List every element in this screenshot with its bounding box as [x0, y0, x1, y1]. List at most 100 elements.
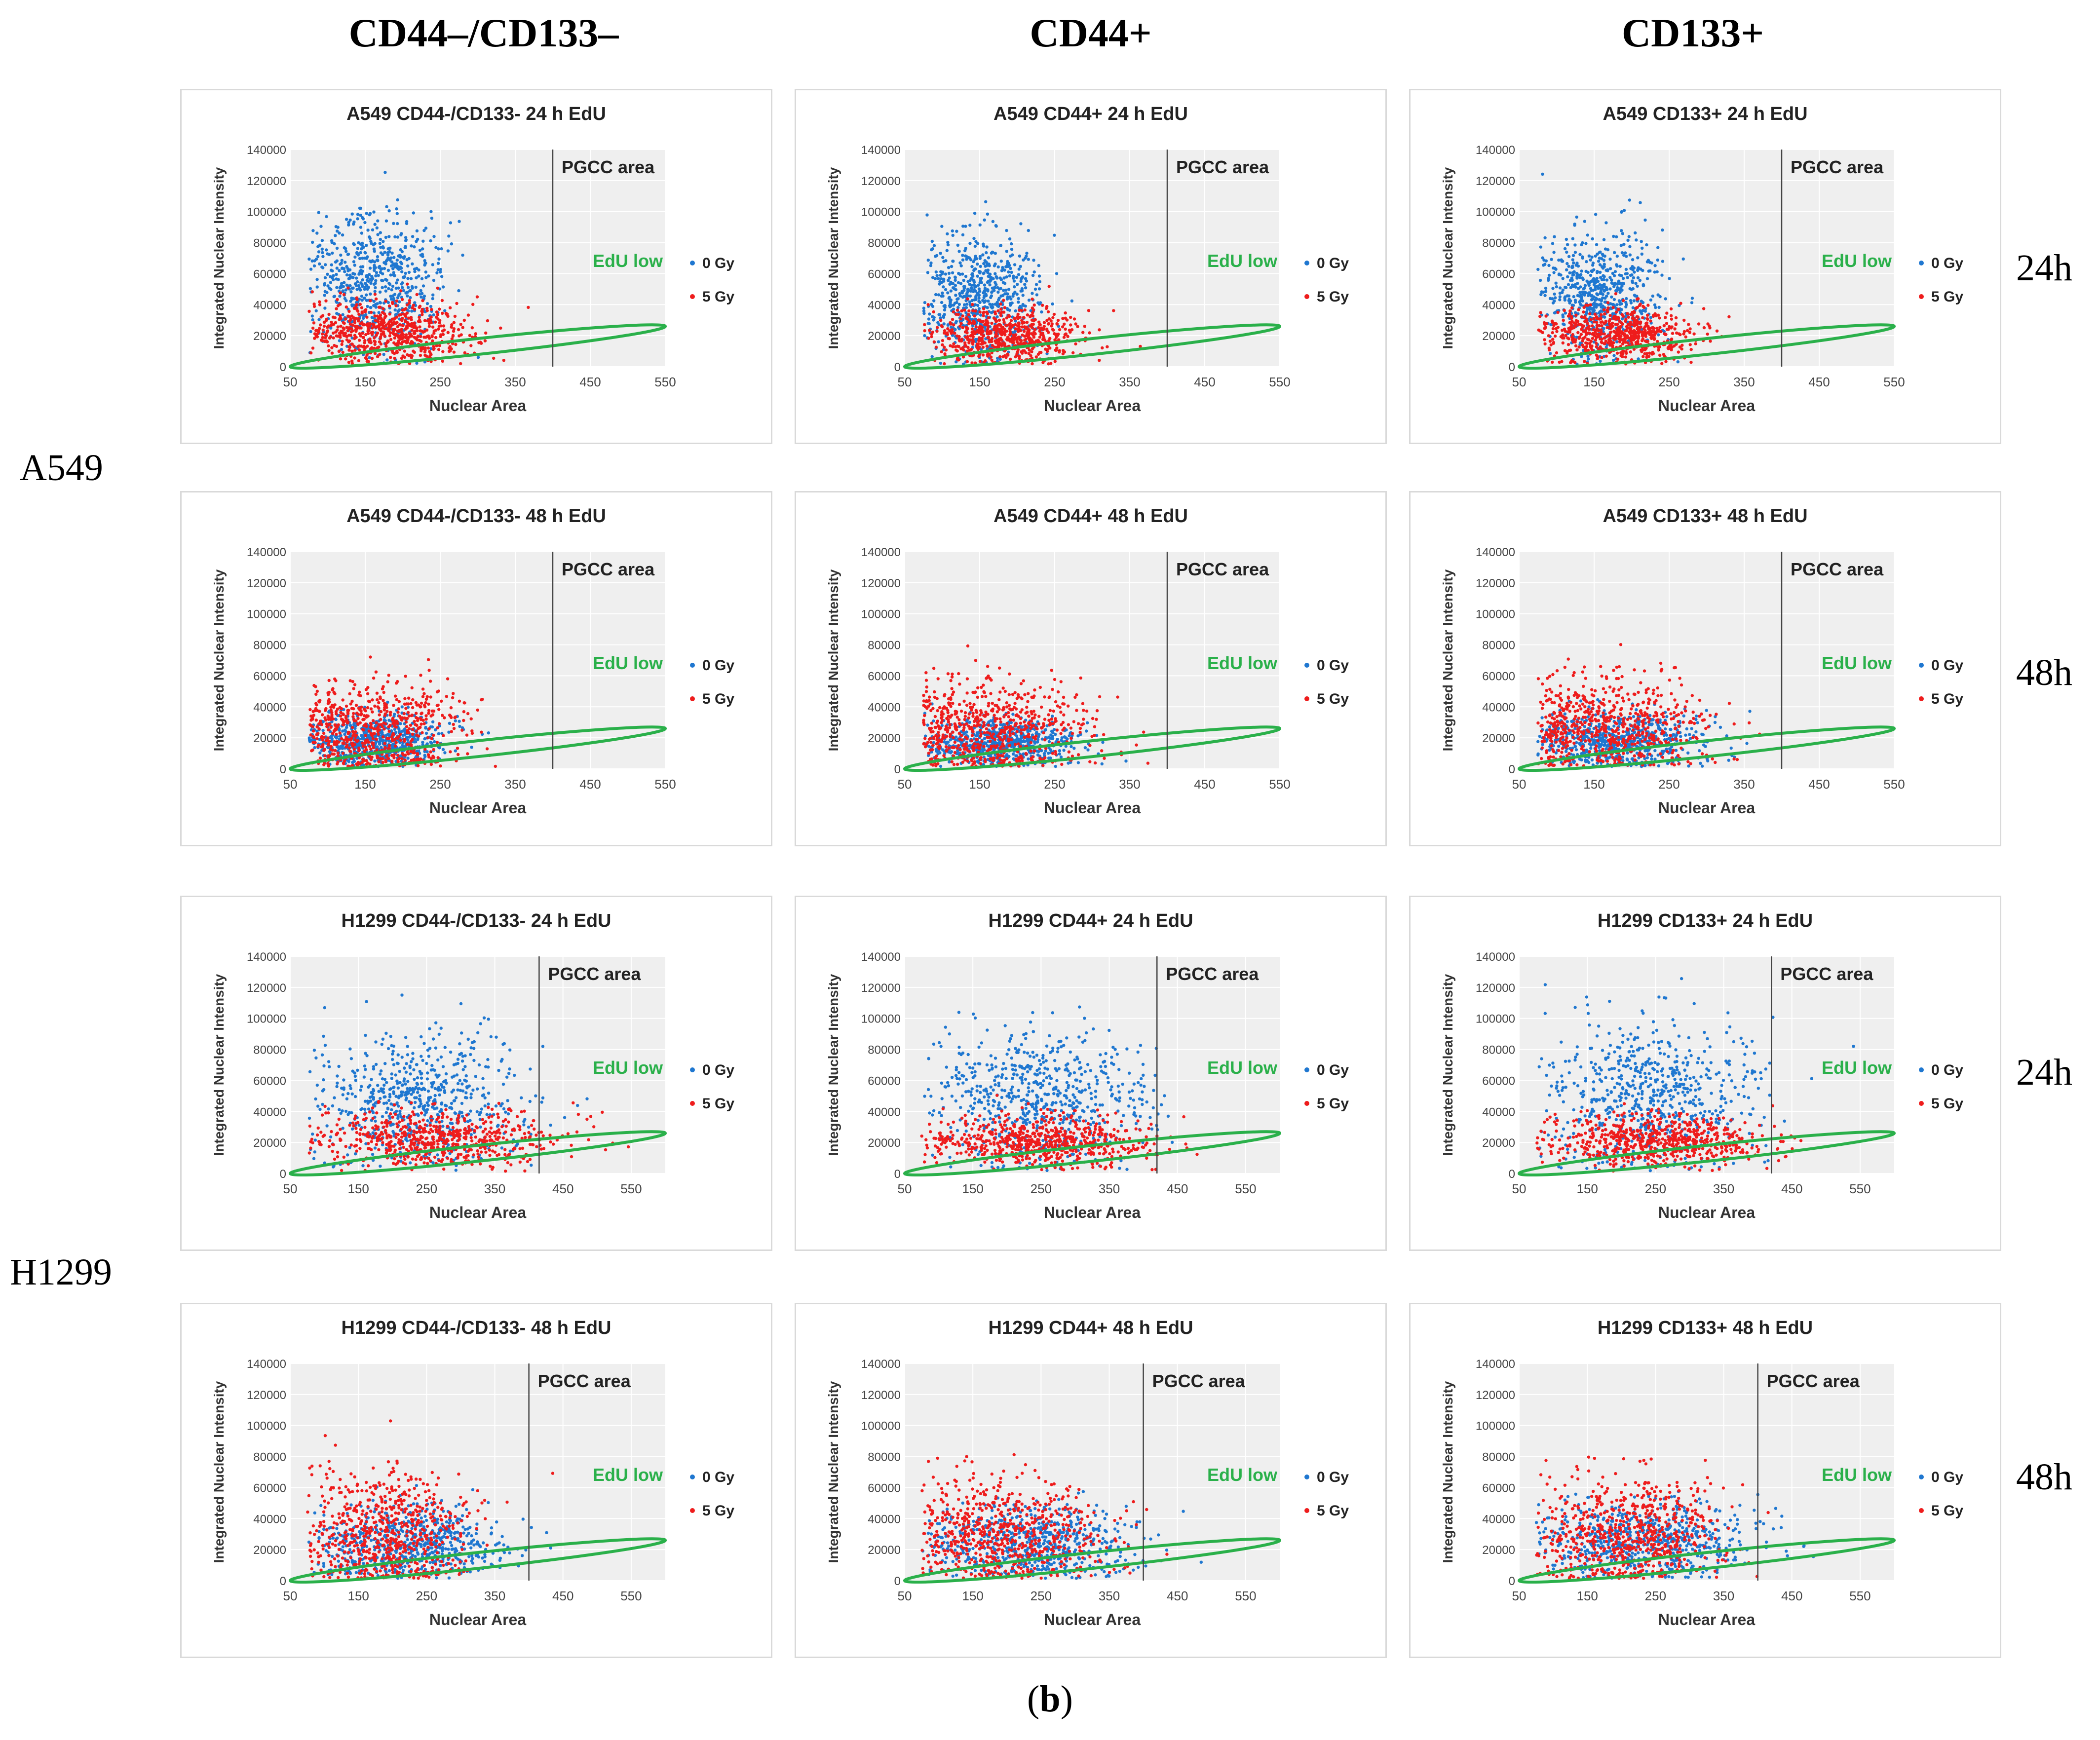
data-point: [407, 316, 411, 320]
data-point: [1020, 319, 1024, 322]
data-point: [1570, 265, 1574, 269]
data-point: [382, 240, 385, 243]
data-point: [1561, 341, 1565, 345]
data-point: [421, 299, 424, 303]
data-point: [1039, 326, 1043, 330]
data-point: [1632, 331, 1635, 335]
data-point: [470, 326, 474, 330]
data-point: [1624, 267, 1628, 271]
data-point: [1660, 273, 1664, 277]
data-point: [968, 294, 972, 298]
data-point: [454, 749, 457, 753]
data-point: [366, 228, 370, 232]
data-point: [405, 311, 409, 315]
data-point: [423, 705, 427, 709]
data-point: [1656, 340, 1659, 343]
data-point: [1610, 295, 1613, 299]
data-point: [991, 251, 994, 254]
data-point: [443, 309, 447, 312]
data-point: [310, 259, 314, 263]
legend-marker-0gy: [690, 261, 695, 265]
data-point: [1598, 310, 1602, 314]
data-point: [1031, 362, 1034, 366]
data-point: [983, 218, 986, 222]
data-point: [1032, 308, 1035, 312]
data-point: [421, 239, 425, 243]
data-point: [338, 339, 342, 342]
data-point: [1017, 321, 1021, 325]
data-point: [1649, 319, 1652, 323]
data-point: [438, 344, 441, 347]
data-point: [1588, 281, 1592, 284]
data-point: [395, 258, 399, 262]
data-point: [374, 325, 378, 329]
data-point: [333, 343, 336, 347]
data-point: [1624, 272, 1627, 276]
data-point: [999, 302, 1002, 306]
data-point: [1024, 341, 1028, 345]
data-point: [935, 330, 939, 333]
y-tick-label: 20000: [253, 330, 286, 343]
data-point: [977, 300, 981, 303]
edu-low-label: EdU low: [593, 251, 663, 271]
data-point: [999, 332, 1003, 336]
data-point: [1578, 294, 1581, 298]
data-point: [1575, 262, 1579, 265]
data-point: [1566, 343, 1570, 346]
data-point: [1618, 340, 1622, 343]
data-point: [1602, 238, 1606, 241]
data-point: [1064, 327, 1067, 331]
data-point: [359, 334, 362, 338]
data-point: [1547, 264, 1551, 267]
data-point: [382, 738, 385, 742]
data-point: [1621, 332, 1624, 336]
data-point: [384, 219, 388, 223]
x-tick-label: 450: [1808, 375, 1830, 389]
data-point: [320, 239, 324, 242]
data-point: [386, 732, 390, 736]
data-point: [928, 329, 931, 332]
data-point: [413, 321, 416, 325]
data-point: [1595, 271, 1599, 274]
data-point: [366, 304, 369, 308]
data-point: [401, 286, 404, 289]
data-point: [452, 350, 456, 354]
data-point: [1682, 332, 1685, 336]
data-point: [1621, 232, 1624, 235]
data-point: [378, 740, 381, 744]
data-point: [1670, 325, 1674, 329]
data-point: [938, 313, 942, 316]
data-point: [1571, 285, 1575, 288]
data-point: [1577, 337, 1581, 340]
data-point: [312, 304, 316, 308]
data-point: [401, 275, 405, 279]
x-tick-label: 50: [1512, 375, 1527, 389]
data-point: [991, 220, 995, 224]
data-point: [433, 728, 437, 732]
data-point: [458, 719, 461, 723]
data-point: [406, 757, 410, 760]
data-point: [1636, 284, 1639, 288]
data-point: [1639, 320, 1642, 324]
data-point: [1017, 273, 1021, 276]
data-point: [1035, 293, 1039, 297]
data-point: [1614, 323, 1617, 326]
data-point: [407, 731, 411, 735]
legend-marker-5gy: [1304, 294, 1309, 299]
data-point: [1619, 354, 1623, 358]
data-point: [383, 316, 387, 319]
data-point: [429, 757, 433, 760]
data-point: [1015, 338, 1019, 341]
data-point: [350, 359, 354, 363]
data-point: [986, 212, 990, 216]
data-point: [982, 242, 985, 246]
y-tick-label: 100000: [247, 608, 286, 621]
data-point: [1624, 355, 1628, 359]
data-point: [1625, 325, 1629, 328]
data-point: [947, 266, 951, 269]
data-point: [462, 719, 465, 722]
data-point: [365, 359, 369, 363]
data-point: [1641, 330, 1644, 334]
data-point: [1058, 349, 1061, 352]
data-point: [1585, 344, 1589, 348]
